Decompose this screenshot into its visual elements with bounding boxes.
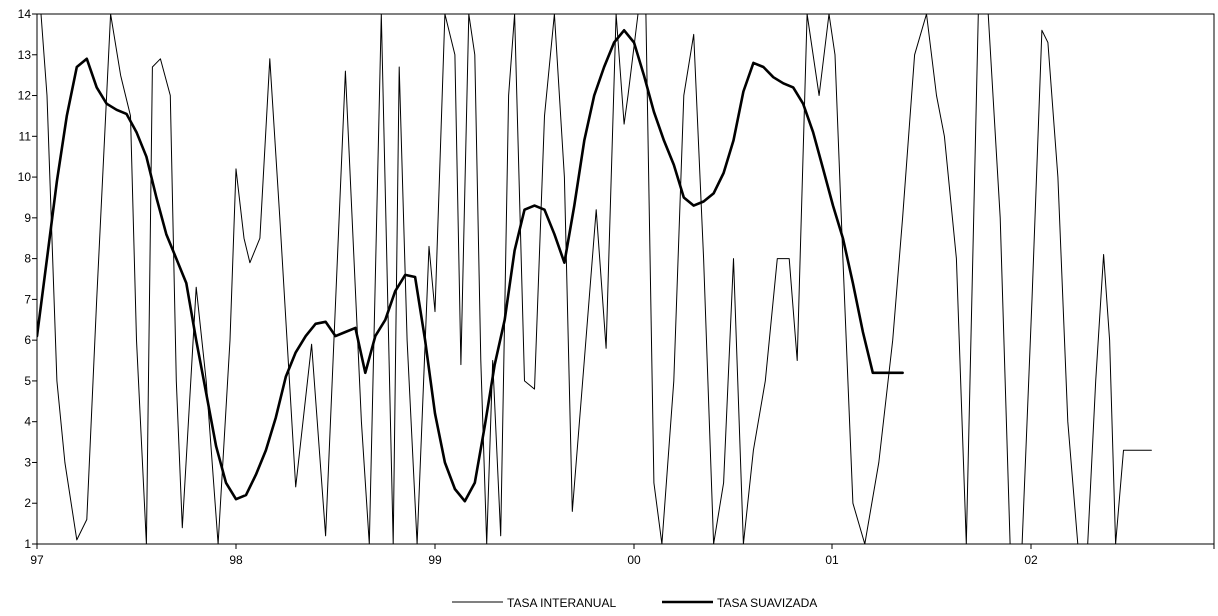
legend-label-tasa-suavizada: TASA SUAVIZADA — [717, 596, 817, 610]
y-tick-label: 12 — [18, 89, 32, 103]
y-tick-label: 11 — [19, 129, 32, 143]
y-tick-label: 14 — [18, 7, 32, 21]
y-tick-label: 7 — [24, 292, 31, 306]
x-tick-label: 01 — [825, 553, 839, 567]
y-tick-label: 8 — [24, 252, 31, 266]
y-tick-label: 5 — [24, 374, 31, 388]
y-tick-label: 6 — [24, 333, 31, 347]
y-tick-label: 3 — [24, 455, 31, 469]
legend: TASA INTERANUAL TASA SUAVIZADA — [452, 596, 817, 610]
x-axis: 97 98 99 00 01 02 — [30, 544, 1215, 567]
x-tick-label: 99 — [428, 553, 442, 567]
series-layer — [37, 14, 1152, 544]
x-tick-label: 02 — [1024, 553, 1038, 567]
y-tick-label: 13 — [18, 48, 32, 62]
x-tick-label: 00 — [627, 553, 641, 567]
series-line-tasa-interanual — [40, 14, 1152, 544]
y-tick-label: 9 — [24, 211, 31, 225]
legend-label-tasa-interanual: TASA INTERANUAL — [507, 596, 616, 610]
plot-area — [36, 13, 1215, 545]
y-tick-label: 1 — [24, 537, 31, 551]
series-line-tasa-suavizada — [37, 29, 904, 503]
x-tick-label: 98 — [229, 553, 243, 567]
x-tick-label: 97 — [30, 553, 44, 567]
y-tick-label: 4 — [24, 415, 31, 429]
y-tick-label: 10 — [18, 170, 32, 184]
y-tick-label: 2 — [24, 496, 31, 510]
